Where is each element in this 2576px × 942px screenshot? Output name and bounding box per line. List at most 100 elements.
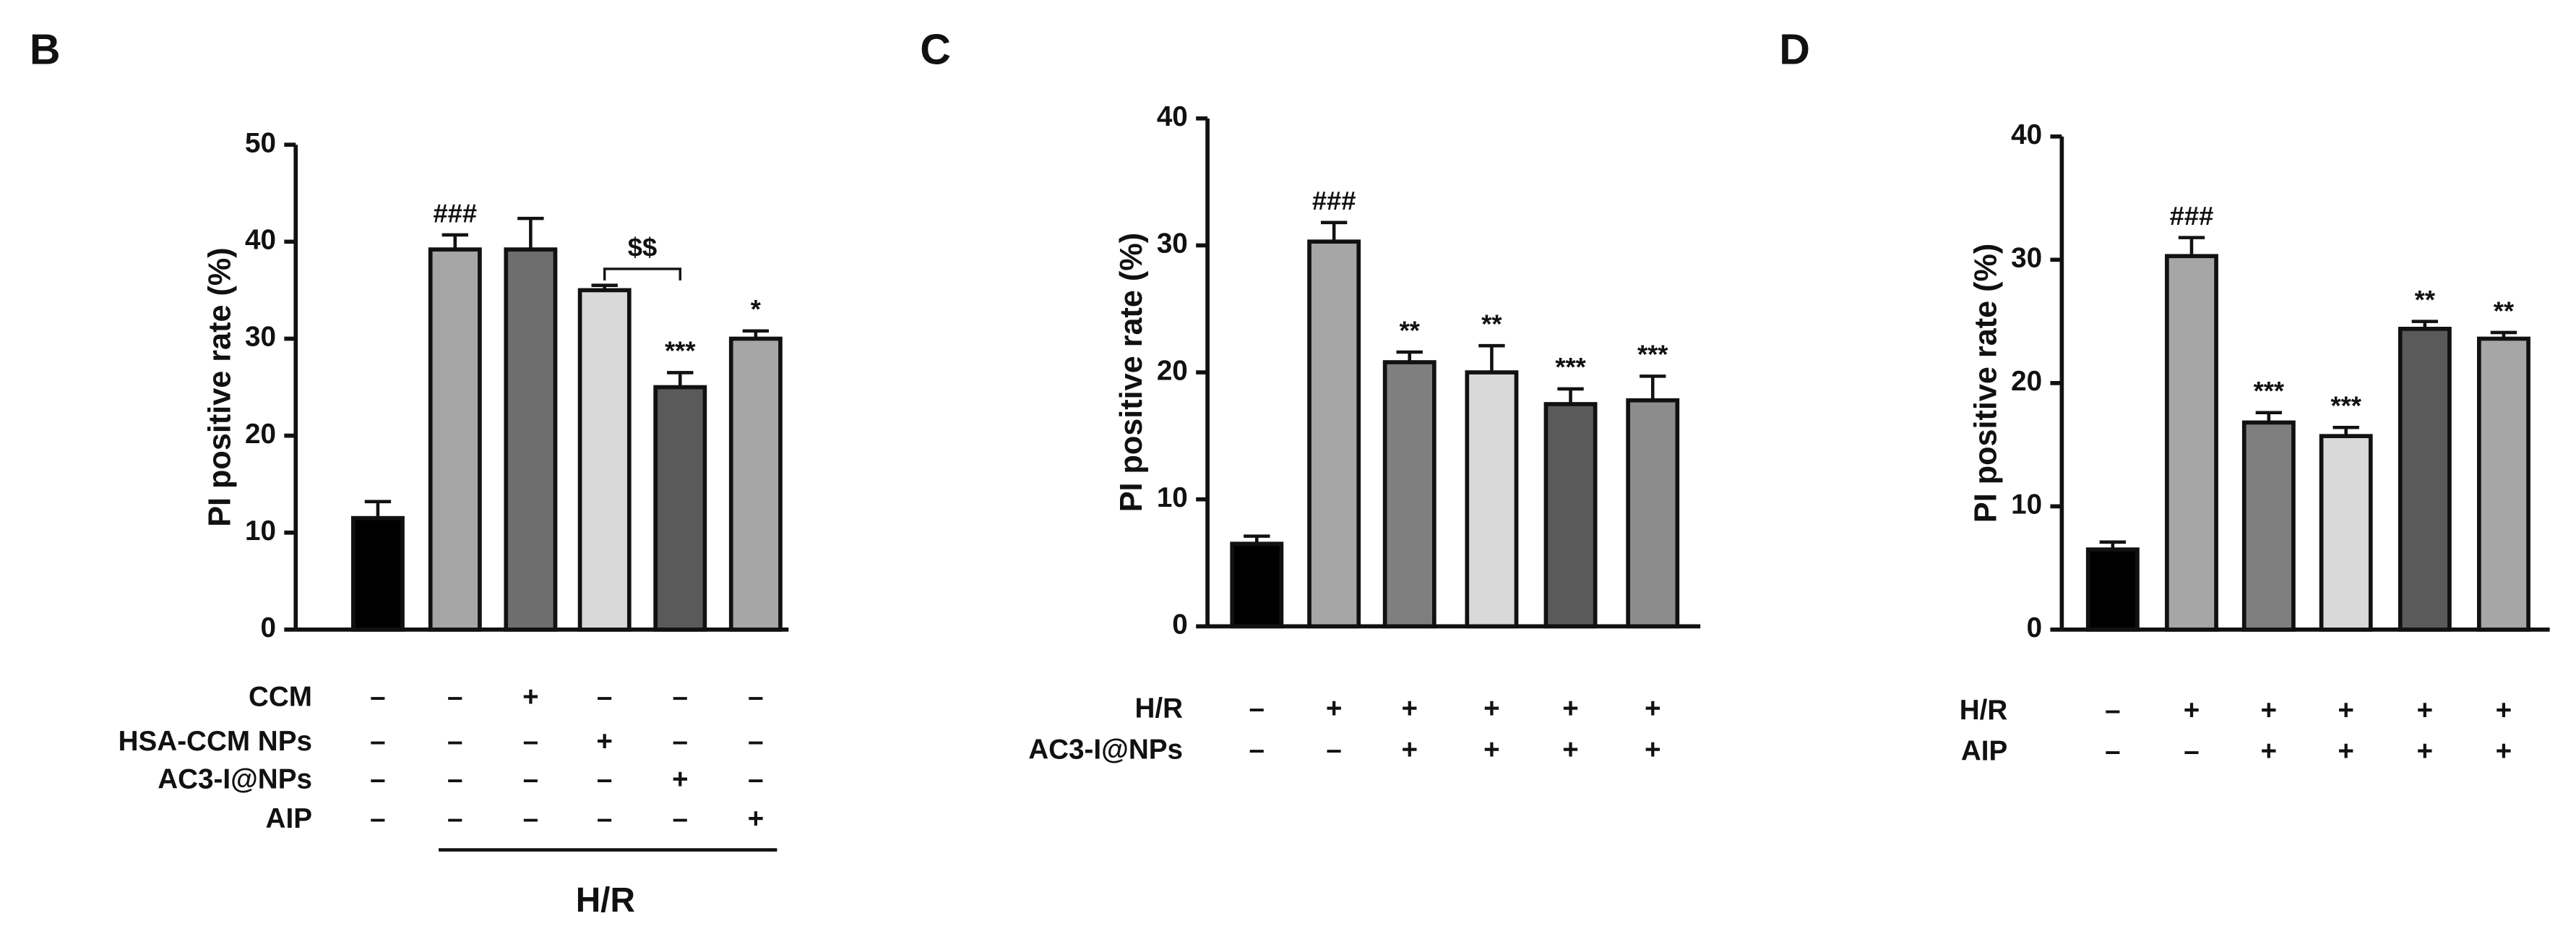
condition-sign: –: [370, 763, 385, 795]
bar: [504, 247, 558, 632]
condition-sign: +: [2417, 736, 2434, 767]
panel-letter: C: [920, 25, 951, 73]
y-tick-label: 40: [1157, 101, 1188, 132]
panel-letter: D: [1779, 25, 1810, 73]
bar: [653, 385, 707, 632]
error-bar: [364, 500, 392, 518]
bar: [1382, 360, 1436, 629]
bar: [728, 336, 783, 632]
y-tick-label: 20: [2011, 366, 2042, 397]
bar: [1230, 541, 1284, 629]
group-label: H/R: [576, 881, 635, 920]
condition-label: AC3-I@NPs: [158, 763, 312, 795]
y-tick-label: 30: [245, 322, 276, 353]
condition-sign: +: [748, 803, 764, 834]
condition-sign: +: [2184, 695, 2200, 726]
y-tick-label: 0: [2027, 612, 2043, 643]
condition-sign: +: [1483, 734, 1500, 765]
bracket: [603, 267, 681, 281]
condition-label: H/R: [1134, 693, 1183, 724]
condition-sign: –: [2105, 695, 2121, 726]
condition-sign: +: [2496, 695, 2512, 726]
y-tick-label: 0: [1172, 609, 1187, 641]
condition-sign: +: [2417, 695, 2434, 726]
y-tick-label: 40: [2011, 119, 2042, 150]
y-tick-label: 20: [245, 419, 276, 450]
condition-label: AIP: [1961, 736, 2007, 767]
condition-sign: –: [523, 763, 539, 795]
condition-sign: –: [597, 763, 613, 795]
error-bar: [441, 233, 468, 250]
bar: [1543, 402, 1598, 629]
y-axis-label: PI positive rate (%): [1114, 233, 1149, 512]
error-bar: [2178, 236, 2205, 257]
error-bar: [1557, 387, 1584, 404]
condition-sign: +: [2261, 736, 2278, 767]
condition-sign: –: [748, 763, 764, 795]
bar: [2319, 434, 2373, 632]
significance-label: ###: [1312, 186, 1356, 215]
y-tick-label: 30: [1157, 228, 1188, 260]
significance-label: ***: [2330, 391, 2361, 421]
bar: [577, 288, 632, 632]
y-axis-label: PI positive rate (%): [1968, 244, 2003, 523]
condition-sign: –: [1326, 734, 1342, 765]
error-bar: [1640, 374, 1666, 401]
condition-sign: –: [597, 803, 613, 834]
condition-sign: –: [447, 726, 463, 757]
bar: [2398, 326, 2452, 632]
error-bar: [517, 216, 544, 250]
error-bar: [1320, 220, 1348, 242]
condition-sign: –: [673, 726, 689, 757]
condition-sign: +: [2496, 736, 2512, 767]
condition-sign: –: [2105, 736, 2121, 767]
bar: [2241, 420, 2296, 632]
condition-sign: –: [673, 803, 689, 834]
condition-sign: +: [1645, 693, 1661, 724]
bracket-label: $$: [628, 232, 657, 262]
significance-label: ***: [1555, 352, 1586, 382]
bar: [428, 247, 482, 632]
condition-label: H/R: [1960, 695, 2008, 726]
condition-sign: –: [447, 682, 463, 713]
y-tick-label: 20: [1157, 355, 1188, 386]
condition-sign: +: [1326, 693, 1343, 724]
condition-label: CCM: [249, 682, 312, 713]
condition-sign: –: [2184, 736, 2200, 767]
y-tick-label: 50: [245, 127, 276, 158]
bar: [1626, 398, 1680, 629]
condition-sign: –: [748, 682, 764, 713]
significance-label: ***: [665, 336, 696, 366]
condition-sign: –: [447, 763, 463, 795]
y-tick-label: 10: [2011, 489, 2042, 521]
condition-sign: +: [1562, 693, 1579, 724]
condition-sign: –: [1249, 693, 1265, 724]
condition-sign: +: [522, 682, 539, 713]
significance-label: ***: [1637, 340, 1668, 369]
bar: [1465, 370, 1519, 629]
significance-label: **: [1481, 309, 1502, 339]
bar: [1307, 239, 1361, 629]
error-bar: [1478, 343, 1505, 373]
condition-sign: +: [1483, 693, 1500, 724]
condition-sign: –: [523, 803, 539, 834]
condition-sign: +: [1401, 734, 1418, 765]
y-axis-label: PI positive rate (%): [202, 247, 237, 526]
condition-sign: –: [748, 726, 764, 757]
y-tick-label: 0: [260, 612, 276, 643]
condition-sign: –: [597, 682, 613, 713]
condition-sign: –: [673, 682, 689, 713]
condition-sign: –: [447, 803, 463, 834]
bar: [2165, 254, 2218, 632]
condition-sign: –: [370, 803, 385, 834]
significance-label: **: [2415, 285, 2436, 314]
y-tick-label: 30: [2011, 243, 2042, 274]
condition-sign: +: [2261, 695, 2278, 726]
condition-sign: –: [523, 726, 539, 757]
condition-sign: –: [370, 726, 385, 757]
significance-label: *: [751, 294, 762, 324]
y-tick-label: 10: [1157, 482, 1188, 513]
y-tick-label: 10: [245, 515, 276, 547]
condition-sign: +: [1401, 693, 1418, 724]
condition-sign: +: [2338, 695, 2354, 726]
